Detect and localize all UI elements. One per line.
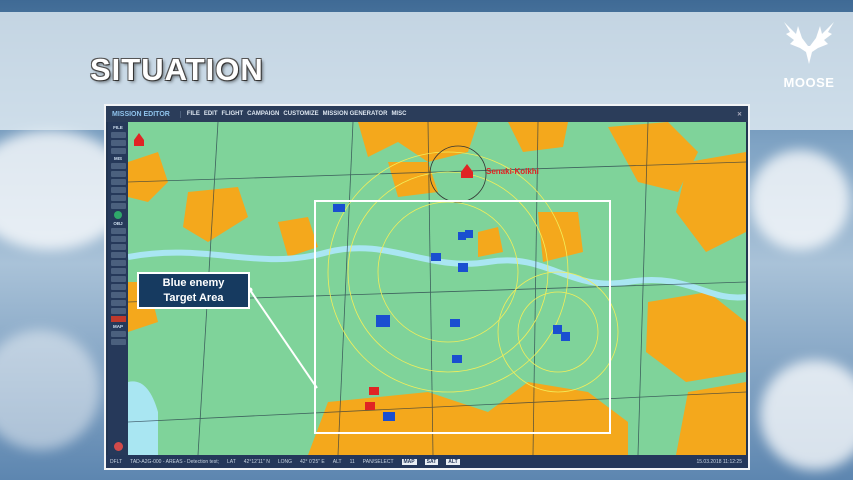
delete-icon[interactable] bbox=[110, 316, 126, 322]
briefing-icon[interactable] bbox=[110, 163, 126, 169]
exit-icon[interactable] bbox=[113, 442, 123, 451]
new-icon[interactable] bbox=[110, 132, 126, 138]
plane-icon[interactable] bbox=[110, 228, 126, 234]
menu-customize[interactable]: CUSTOMIZE bbox=[283, 111, 319, 117]
lat-value: 42°12'11" N bbox=[243, 458, 270, 465]
check-icon[interactable] bbox=[110, 203, 126, 209]
status-bar: DFLT TAD-A2G-000 - AREAS - Detection tes… bbox=[106, 455, 748, 468]
moose-logo: MOOSE bbox=[780, 18, 838, 90]
save-icon[interactable] bbox=[110, 148, 126, 154]
nav-point-icon[interactable] bbox=[110, 284, 126, 290]
menu-mission-generator[interactable]: MISSION GENERATOR bbox=[322, 111, 388, 117]
lake bbox=[128, 381, 158, 455]
menu-edit[interactable]: EDIT bbox=[203, 111, 218, 117]
globe-icon[interactable] bbox=[114, 211, 122, 219]
weather-icon[interactable] bbox=[110, 171, 126, 177]
alt-button[interactable]: ALT bbox=[446, 458, 460, 465]
left-toolbar: FILE MIS OBJ MAP bbox=[108, 122, 128, 455]
slide-title: SITUATION bbox=[90, 52, 264, 87]
menu-misc[interactable]: MISC bbox=[391, 111, 407, 117]
static-icon[interactable] bbox=[110, 260, 126, 266]
logo-text: MOOSE bbox=[783, 75, 835, 90]
blue-units bbox=[333, 204, 570, 421]
template-icon[interactable] bbox=[110, 276, 126, 282]
anchor-icon[interactable] bbox=[110, 292, 126, 298]
section-mis: MIS bbox=[113, 156, 122, 161]
callout-line-1: Blue enemy bbox=[162, 277, 225, 289]
trigger-icon[interactable] bbox=[110, 195, 126, 201]
vehicle-icon[interactable] bbox=[110, 252, 126, 258]
map-options-icon[interactable] bbox=[110, 331, 126, 337]
section-file: FILE bbox=[113, 125, 123, 130]
mode-dropdown[interactable]: DFLT bbox=[110, 458, 123, 465]
app-title: MISSION EDITOR bbox=[106, 110, 181, 118]
river bbox=[128, 245, 746, 301]
target-area-callout: Blue enemy Target Area bbox=[137, 272, 250, 309]
open-icon[interactable] bbox=[110, 140, 126, 146]
helicopter-icon[interactable] bbox=[110, 236, 126, 242]
map-button[interactable]: MAP bbox=[401, 458, 417, 465]
lat-label: LAT bbox=[226, 458, 236, 465]
sat-button[interactable]: SAT bbox=[424, 458, 439, 465]
target-icon[interactable] bbox=[110, 268, 126, 274]
mission-name: TAD-A2G-000 - AREAS - Detection test; bbox=[130, 458, 219, 465]
zone-circles bbox=[327, 145, 619, 393]
alt-value: 11 bbox=[349, 458, 355, 465]
ruler-icon[interactable] bbox=[110, 308, 126, 314]
red-units bbox=[134, 133, 473, 410]
section-obj: OBJ bbox=[113, 221, 123, 226]
airbase-label: Senaki-Kolkhi bbox=[486, 167, 539, 176]
alt-label: ALT bbox=[332, 458, 342, 465]
pan-select[interactable]: PAN/SELECT bbox=[362, 458, 394, 465]
urban-areas bbox=[128, 122, 746, 455]
long-label: LONG bbox=[277, 458, 292, 465]
zone-icon[interactable] bbox=[110, 187, 126, 193]
datetime: 15.03.2018 11:12:25 bbox=[696, 458, 742, 465]
menu-campaign[interactable]: CAMPAIGN bbox=[247, 111, 280, 117]
menu-flight[interactable]: FLIGHT bbox=[221, 111, 244, 117]
mission-editor-window: MISSION EDITOR FILE EDIT FLIGHT CAMPAIGN… bbox=[104, 104, 750, 470]
measure-icon[interactable] bbox=[110, 339, 126, 345]
menu-file[interactable]: FILE bbox=[186, 111, 200, 117]
moose-antler-icon bbox=[784, 22, 834, 64]
ship-icon[interactable] bbox=[110, 244, 126, 250]
section-map: MAP bbox=[113, 324, 123, 329]
close-icon[interactable]: ✕ bbox=[736, 111, 742, 118]
title-bar: MISSION EDITOR FILE EDIT FLIGHT CAMPAIGN… bbox=[106, 106, 748, 122]
callout-line-2: Target Area bbox=[163, 292, 224, 304]
group-icon[interactable] bbox=[110, 300, 126, 306]
route-icon[interactable] bbox=[110, 179, 126, 185]
long-value: 42° 0'25" E bbox=[300, 458, 325, 465]
